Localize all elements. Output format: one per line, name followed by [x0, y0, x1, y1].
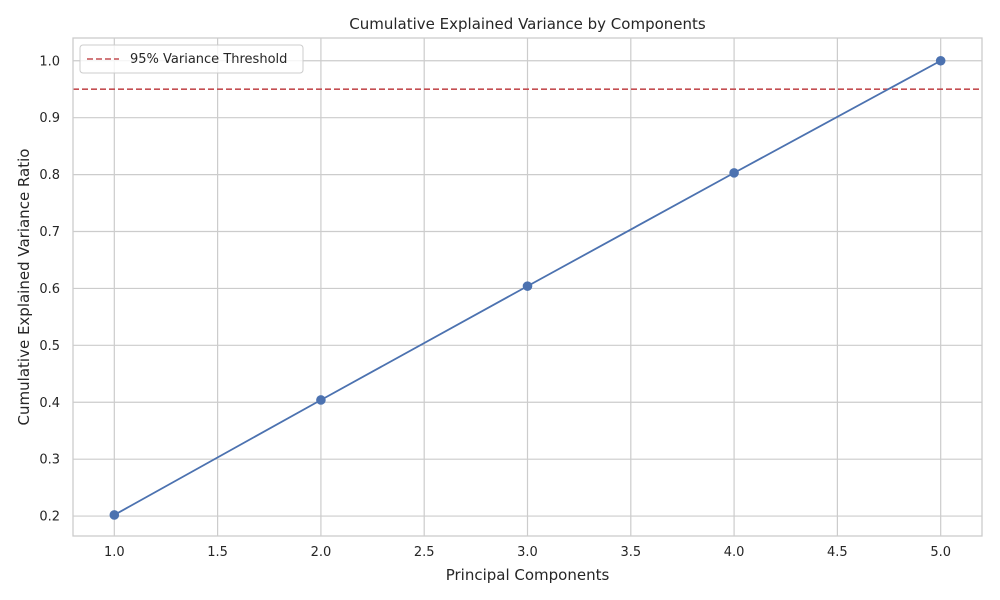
y-tick-label: 0.7: [39, 225, 60, 240]
chart-title: Cumulative Explained Variance by Compone…: [349, 15, 706, 33]
y-tick-label: 0.4: [39, 396, 60, 411]
x-tick-label: 1.0: [104, 545, 125, 560]
y-tick-label: 0.9: [39, 111, 60, 126]
legend: 95% Variance Threshold: [79, 44, 304, 74]
x-tick-label: 2.5: [414, 545, 435, 560]
y-axis-label: Cumulative Explained Variance Ratio: [15, 149, 33, 426]
y-tick-label: 0.2: [39, 510, 60, 525]
x-tick-label: 5.0: [930, 545, 951, 560]
x-axis-label: Principal Components: [446, 566, 610, 584]
y-tick-label: 0.8: [39, 168, 60, 183]
x-tick-label: 1.5: [207, 545, 228, 560]
data-point: [316, 395, 326, 405]
legend-box: [79, 44, 304, 74]
x-tick-label: 3.5: [620, 545, 641, 560]
x-tick-label: 4.0: [724, 545, 745, 560]
y-tick-label: 0.3: [39, 453, 60, 468]
series-layer: [73, 55, 982, 520]
plot-frame: [72, 37, 983, 537]
data-point: [729, 168, 739, 178]
data-point: [109, 510, 120, 520]
y-tick-label: 0.5: [39, 339, 60, 354]
x-tick-label: 3.0: [517, 545, 538, 560]
data-point: [935, 55, 946, 66]
y-tick-label: 0.6: [39, 282, 60, 297]
x-tick-label: 4.5: [827, 545, 848, 560]
data-point: [522, 281, 533, 291]
x-ticks: 1.0 1.5 2.0 2.5 3.0 3.5 4.0 4.5 5.0: [104, 545, 951, 560]
x-tick-label: 2.0: [311, 545, 332, 560]
y-ticks: 0.2 0.3 0.4 0.5 0.6 0.7 0.8 0.9 1.0: [39, 54, 60, 524]
y-tick-label: 1.0: [39, 54, 60, 69]
legend-label-threshold: 95% Variance Threshold: [130, 52, 287, 67]
